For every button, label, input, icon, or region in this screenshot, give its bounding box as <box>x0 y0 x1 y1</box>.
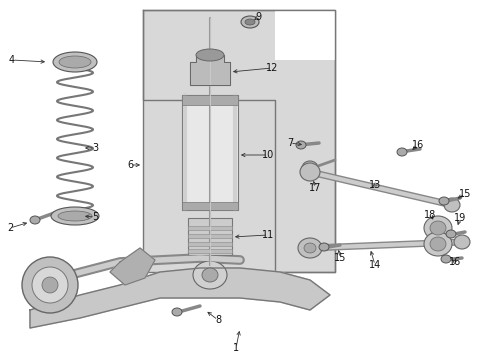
Text: 14: 14 <box>369 260 381 270</box>
Polygon shape <box>30 268 330 328</box>
Polygon shape <box>110 248 155 285</box>
Text: 3: 3 <box>92 143 98 153</box>
Ellipse shape <box>430 237 446 251</box>
Ellipse shape <box>300 163 320 181</box>
Ellipse shape <box>444 198 460 212</box>
Text: 11: 11 <box>262 230 274 240</box>
Text: 18: 18 <box>424 210 436 220</box>
Ellipse shape <box>58 211 92 221</box>
Text: 4: 4 <box>9 55 15 65</box>
Text: 10: 10 <box>262 150 274 160</box>
Ellipse shape <box>446 230 456 238</box>
Bar <box>182 202 238 210</box>
Ellipse shape <box>397 148 407 156</box>
Ellipse shape <box>302 161 318 175</box>
Ellipse shape <box>59 56 91 68</box>
Text: 1: 1 <box>233 343 239 353</box>
Ellipse shape <box>296 141 306 149</box>
Ellipse shape <box>202 268 218 282</box>
Ellipse shape <box>51 207 99 225</box>
Ellipse shape <box>241 16 259 28</box>
Bar <box>188 249 232 253</box>
Text: 15: 15 <box>334 253 346 263</box>
Ellipse shape <box>30 216 40 224</box>
Text: 17: 17 <box>309 183 321 193</box>
Ellipse shape <box>430 221 446 235</box>
Ellipse shape <box>193 261 227 289</box>
Text: 12: 12 <box>266 63 278 73</box>
Text: 13: 13 <box>369 180 381 190</box>
Text: 16: 16 <box>449 257 461 267</box>
Ellipse shape <box>441 255 451 263</box>
Ellipse shape <box>172 308 182 316</box>
Text: 7: 7 <box>287 138 293 148</box>
Ellipse shape <box>439 197 449 205</box>
Ellipse shape <box>53 52 97 72</box>
Ellipse shape <box>424 216 452 240</box>
Bar <box>188 242 232 246</box>
Ellipse shape <box>196 49 224 61</box>
Bar <box>182 95 238 210</box>
Text: 15: 15 <box>459 189 471 199</box>
Bar <box>188 234 232 238</box>
Ellipse shape <box>298 238 322 258</box>
Text: 9: 9 <box>255 12 261 22</box>
Polygon shape <box>190 55 230 85</box>
Text: 6: 6 <box>127 160 133 170</box>
Bar <box>143 10 335 272</box>
Ellipse shape <box>245 19 255 25</box>
Ellipse shape <box>304 243 316 253</box>
Bar <box>188 218 232 255</box>
Text: 16: 16 <box>412 140 424 150</box>
Ellipse shape <box>42 277 58 293</box>
Bar <box>188 226 232 230</box>
Ellipse shape <box>306 165 314 171</box>
Text: 19: 19 <box>454 213 466 223</box>
Bar <box>275 10 335 60</box>
Ellipse shape <box>424 232 452 256</box>
Text: 8: 8 <box>215 315 221 325</box>
Text: 2: 2 <box>7 223 13 233</box>
Bar <box>182 95 238 105</box>
Ellipse shape <box>32 267 68 303</box>
Ellipse shape <box>454 235 470 249</box>
Ellipse shape <box>22 257 78 313</box>
Text: 5: 5 <box>92 212 98 222</box>
Ellipse shape <box>319 243 329 251</box>
